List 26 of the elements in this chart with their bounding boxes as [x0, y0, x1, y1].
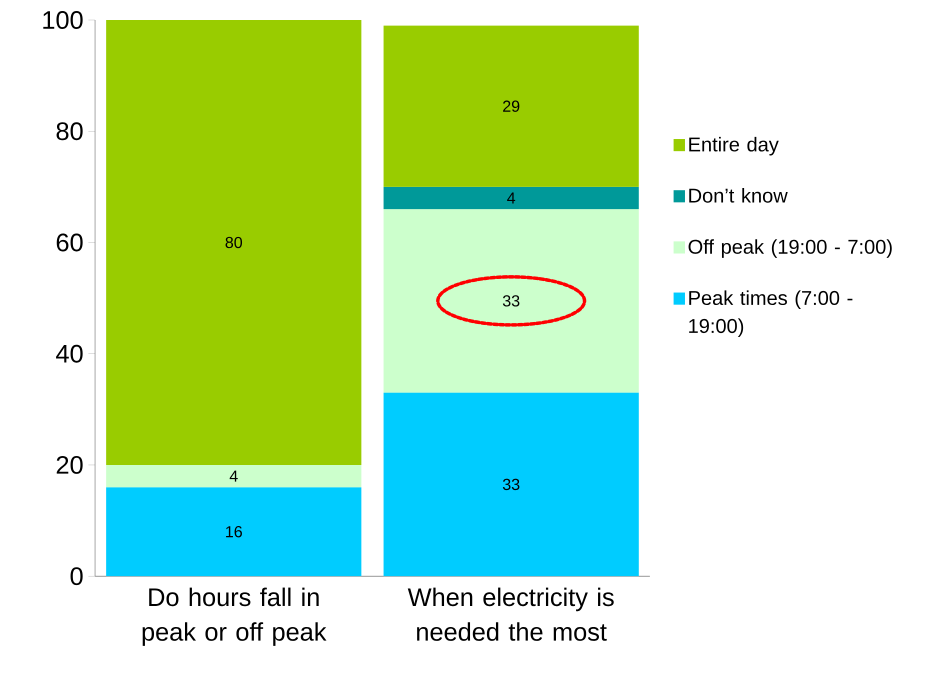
bar	[106, 464, 362, 488]
data-label: 33	[502, 478, 520, 490]
bar	[106, 487, 362, 576]
bar	[384, 186, 639, 209]
y-tick-label: 100	[43, 10, 83, 29]
y-tick-label: 0	[70, 567, 83, 586]
y-tick-label: 80	[56, 122, 83, 140]
x-tick-label: Do hours fall in peak or off peak	[142, 587, 326, 646]
bar	[384, 209, 639, 393]
y-tick-label: 20	[56, 456, 83, 474]
data-label: 4	[507, 192, 516, 204]
bar	[106, 20, 362, 465]
legend-label: Off peak (19:00 - 7:00)	[688, 239, 892, 258]
bar	[384, 392, 639, 576]
legend-label: Don’t know	[689, 188, 788, 203]
data-label: 80	[226, 236, 242, 248]
y-tick-label: 40	[56, 344, 83, 363]
legend-label: Entire day	[689, 136, 779, 156]
x-tick-label: When electricity is needed the most	[408, 587, 614, 641]
bar	[384, 25, 639, 187]
data-label: 16	[226, 526, 242, 538]
y-tick-label: 60	[56, 233, 83, 252]
legend-label: Peak times (7:00 - 19:00)	[689, 290, 852, 337]
data-label: 33	[502, 295, 520, 306]
data-label: 4	[230, 470, 238, 482]
data-label: 29	[503, 100, 520, 112]
